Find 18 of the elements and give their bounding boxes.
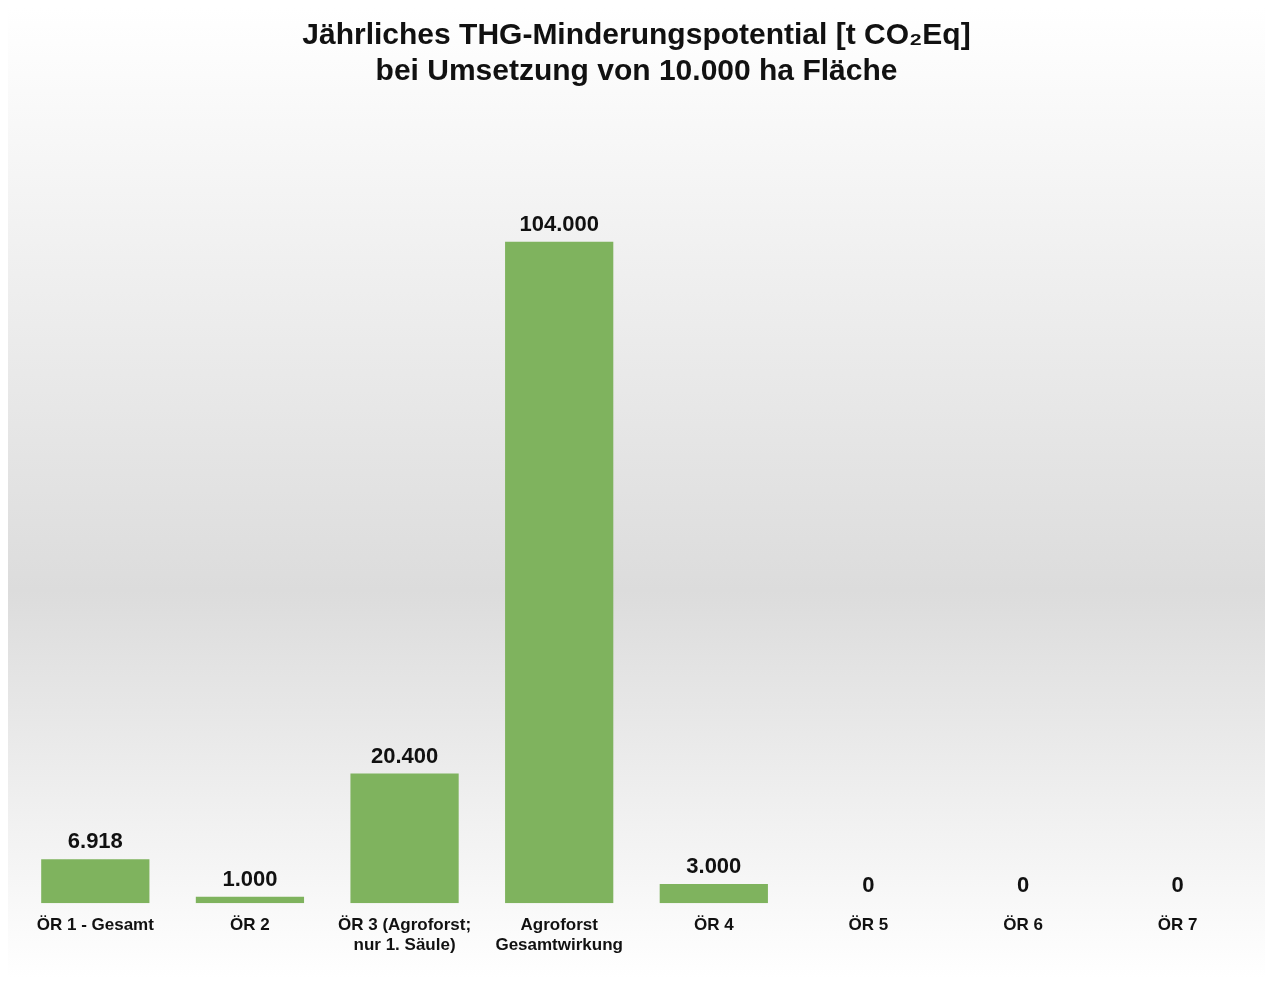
- data-label: 0: [862, 872, 875, 898]
- x-tick-label: ÖR 1 - Gesamt: [36, 915, 155, 935]
- x-tick-label: ÖR 7: [1157, 915, 1198, 935]
- x-tick-label: Agroforst Gesamtwirkung: [495, 915, 623, 955]
- x-tick-label: ÖR 2: [230, 915, 270, 935]
- chart-subtitle: bei Umsetzung von 10.000 ha Fläche: [375, 53, 898, 87]
- data-label: 6.918: [67, 828, 123, 854]
- x-tick-label: ÖR 4: [693, 915, 735, 935]
- x-tick-label: ÖR 5: [848, 915, 889, 935]
- data-label: 0: [1171, 872, 1184, 898]
- data-label: 104.000: [519, 210, 599, 236]
- data-label: 20.400: [370, 742, 439, 768]
- x-tick-label: ÖR 6: [1003, 915, 1043, 935]
- chart-title: Jährliches THG-Minderungspotential [t CO₂Eq]: [302, 17, 971, 51]
- data-label: 0: [1016, 872, 1030, 898]
- x-tick-label: ÖR 3 (Agroforst; nur 1. Säule): [337, 915, 472, 955]
- data-label: 1.000: [222, 865, 278, 891]
- data-label: 3.000: [686, 853, 742, 879]
